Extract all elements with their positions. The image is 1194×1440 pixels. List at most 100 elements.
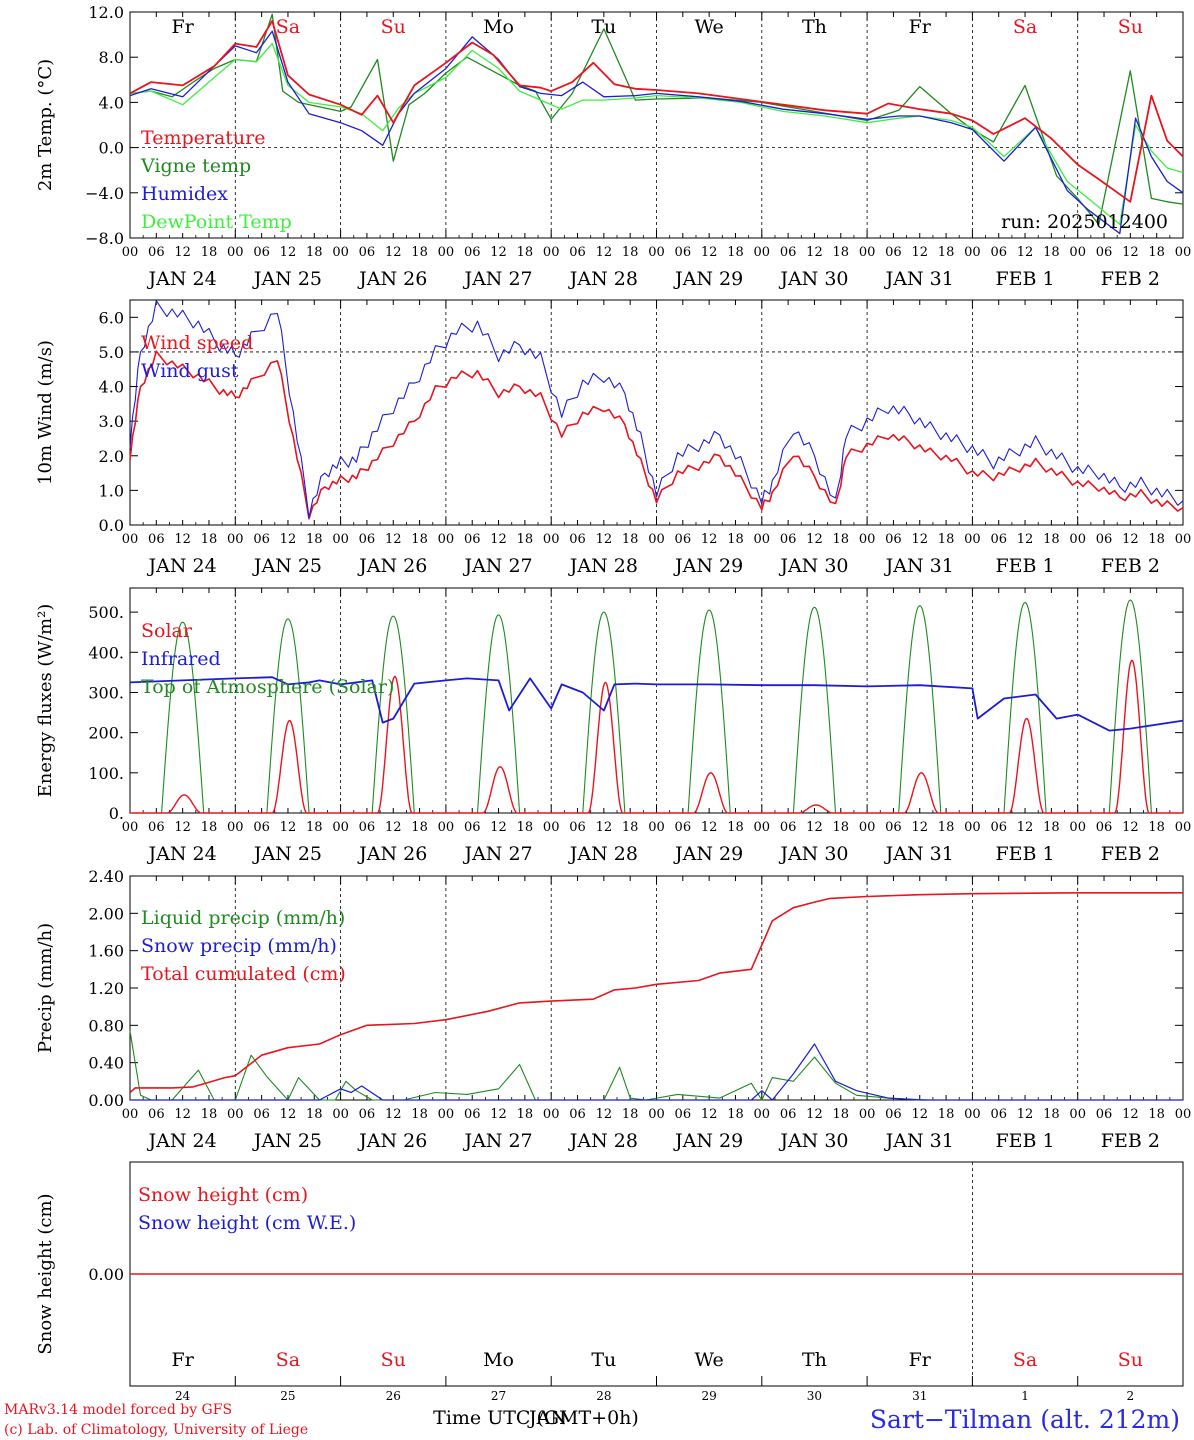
hour-tick-label: 00 <box>964 820 981 835</box>
y-tick-label: 12.0 <box>88 3 124 22</box>
hour-tick-label: 12 <box>701 1107 718 1122</box>
y-tick-label: 200. <box>88 724 124 743</box>
date-label: JAN 24 <box>147 555 217 577</box>
date-label: JAN 26 <box>357 555 427 577</box>
y-tick-label: 1.20 <box>88 979 124 998</box>
date-label: FEB 1 <box>995 1130 1054 1152</box>
y-tick-label: 0. <box>109 804 124 823</box>
date-label: JAN 28 <box>568 555 638 577</box>
hour-tick-label: 06 <box>1096 1107 1113 1122</box>
date-label: JAN 29 <box>673 843 743 865</box>
credit-line-2: (c) Lab. of Climatology, University of L… <box>4 1422 308 1438</box>
hour-tick-label: 00 <box>332 820 349 835</box>
hour-tick-label: 18 <box>833 532 850 547</box>
legend-entry: Snow height (cm) <box>138 1184 308 1206</box>
hour-tick-label: 12 <box>490 820 507 835</box>
hour-tick-label: 06 <box>359 532 376 547</box>
date-label: JAN 27 <box>462 843 532 865</box>
hour-tick-label: 06 <box>148 1107 165 1122</box>
axis-text: 00 06 12 18 00 06 12 18 00 06 12 18 00 06 12 18 00 06 12 18… <box>35 3 1191 1403</box>
hour-tick-label: 12 <box>174 532 191 547</box>
y-tick-label: 0.00 <box>88 1091 124 1110</box>
hour-tick-label: 12 <box>280 1107 297 1122</box>
wind-series-0 <box>129 350 1184 520</box>
credit-line-1: MARv3.14 model forced by GFS <box>4 1402 232 1418</box>
y-tick-label: 8.0 <box>99 48 124 67</box>
hour-tick-label: 18 <box>201 820 218 835</box>
hour-tick-label: 06 <box>148 820 165 835</box>
hour-tick-label: 18 <box>833 820 850 835</box>
hour-tick-label: 00 <box>964 1107 981 1122</box>
hour-tick-label: 06 <box>359 1107 376 1122</box>
hour-tick-label: 00 <box>1069 1107 1086 1122</box>
time-label-overlap: JAN <box>527 1407 567 1429</box>
hour-tick-label: 12 <box>174 1107 191 1122</box>
day-number: 24 <box>175 1389 191 1403</box>
day-name: Fr <box>909 16 932 38</box>
hour-tick-label: 12 <box>806 1107 823 1122</box>
date-label: JAN 28 <box>568 268 638 290</box>
day-name-bottom: Tu <box>591 1349 616 1371</box>
hour-tick-label: 06 <box>464 820 481 835</box>
hour-tick-label: 00 <box>648 532 665 547</box>
hour-tick-label: 12 <box>385 532 402 547</box>
y-tick-label: 2.00 <box>88 904 124 923</box>
y-axis-label: Energy fluxes (W/m²) <box>35 604 56 798</box>
day-name: We <box>695 16 724 38</box>
hour-tick-label: 00 <box>122 820 139 835</box>
day-number: 26 <box>386 1389 401 1403</box>
day-name-bottom: Th <box>802 1349 827 1371</box>
hour-tick-label: 12 <box>911 820 928 835</box>
date-label: FEB 2 <box>1101 843 1160 865</box>
hour-tick-label: 00 <box>859 532 876 547</box>
hour-tick-label: 06 <box>464 1107 481 1122</box>
hour-tick-label: 00 <box>332 245 349 260</box>
hour-tick-label: 12 <box>911 1107 928 1122</box>
hour-tick-label: 12 <box>174 820 191 835</box>
hour-tick-label: 06 <box>780 820 797 835</box>
hour-tick-label: 06 <box>675 1107 692 1122</box>
hour-tick-label: 18 <box>938 532 955 547</box>
date-label: JAN 28 <box>568 843 638 865</box>
hour-tick-label: 12 <box>806 532 823 547</box>
legend-entry: Wind speed <box>141 332 253 354</box>
day-number: 1 <box>1021 1389 1029 1403</box>
hour-tick-label: 18 <box>201 245 218 260</box>
hour-tick-label: 18 <box>727 1107 744 1122</box>
hour-tick-label: 18 <box>1043 532 1060 547</box>
hour-tick-label: 12 <box>701 532 718 547</box>
cumulated-series <box>129 892 1183 1094</box>
hour-tick-label: 12 <box>490 245 507 260</box>
hour-tick-label: 18 <box>306 532 323 547</box>
day-number: 31 <box>912 1389 927 1403</box>
legend-entry: Temperature <box>141 127 265 149</box>
day-name: Fr <box>172 16 195 38</box>
day-name-bottom: Sa <box>276 1349 300 1371</box>
run-label: run: 2025012400 <box>1001 211 1168 233</box>
hour-tick-label: 00 <box>332 1107 349 1122</box>
hour-tick-label: 06 <box>569 820 586 835</box>
hour-tick-label: 00 <box>543 245 560 260</box>
hour-tick-label: 18 <box>727 532 744 547</box>
day-number: 2 <box>1127 1389 1135 1403</box>
hour-tick-label: 12 <box>1122 820 1139 835</box>
hour-tick-label: 12 <box>701 820 718 835</box>
date-label: JAN 24 <box>147 1130 217 1152</box>
hour-tick-label: 12 <box>596 820 613 835</box>
time-label: Time UTC (GMT+0h) <box>433 1407 639 1429</box>
hour-tick-label: 06 <box>253 1107 270 1122</box>
y-tick-label: 6.0 <box>99 308 124 327</box>
hour-tick-label: 06 <box>253 820 270 835</box>
hour-tick-label: 18 <box>938 820 955 835</box>
hour-tick-label: 18 <box>1043 1107 1060 1122</box>
y-tick-label: −8.0 <box>85 229 124 248</box>
hour-tick-label: 12 <box>280 532 297 547</box>
hour-tick-label: 00 <box>227 532 244 547</box>
day-number: 30 <box>807 1389 822 1403</box>
date-label: JAN 24 <box>147 843 217 865</box>
hour-tick-label: 06 <box>675 820 692 835</box>
hour-tick-label: 06 <box>675 532 692 547</box>
hour-tick-label: 00 <box>438 1107 455 1122</box>
day-number: 27 <box>491 1389 506 1403</box>
